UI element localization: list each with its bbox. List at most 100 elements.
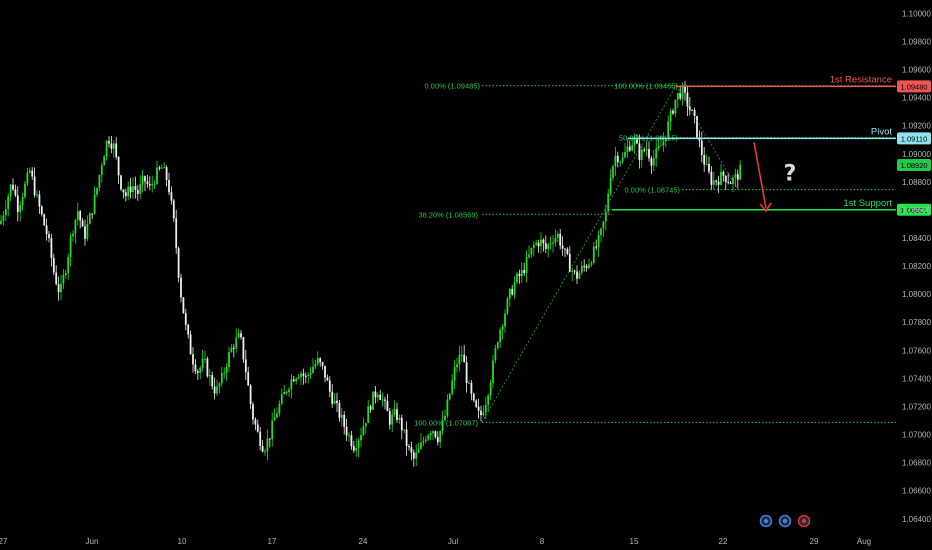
candle [494,344,497,364]
candle-body [604,211,607,222]
candle [441,410,444,436]
candle-body [556,233,559,238]
candle [244,349,247,381]
candle [628,140,631,152]
candle [703,147,706,172]
candle [631,138,634,152]
candle-body [9,184,12,197]
candle [446,394,449,419]
candle [624,142,626,159]
candle-body [408,446,410,448]
candle [36,189,38,198]
candle [405,421,408,456]
candle-body [616,155,619,163]
economic-event-icon[interactable] [778,514,792,528]
economic-event-icon[interactable] [797,514,811,528]
candle [597,230,600,257]
candle-body [715,180,718,182]
candle [7,193,10,217]
candle [465,356,468,393]
candle-body [336,400,338,403]
candle-body [194,364,197,372]
candle [357,437,360,458]
candle-body [592,246,595,263]
candle-body [2,215,5,221]
candle-body [403,429,406,431]
candle [501,324,504,340]
candle-body [108,140,110,144]
candle [612,164,614,182]
candle-body [456,364,458,368]
candle [379,389,382,401]
fib-lines: 0.00% (1.09485) 100.00% (1.09485)50.00% (… [414,82,896,427]
candle-body [585,266,588,268]
candle [736,169,739,189]
candle [636,134,638,145]
candle [350,430,353,450]
candle-body [40,206,43,215]
candle-body [415,452,418,459]
current-price-tag-text: 1.08920 [900,161,927,170]
candle-body [676,93,679,100]
candle [93,186,96,215]
candle-body [242,337,245,360]
candle-body [472,393,475,401]
candle [669,108,672,131]
candle [338,399,341,422]
candle-body [67,256,70,274]
candle-body [523,270,526,274]
candle-body [139,184,142,194]
candle [230,344,233,353]
candle [31,167,34,180]
candle [676,92,679,109]
candle [388,407,391,430]
candle-body [655,148,658,159]
candle-body [192,354,194,365]
candle-body [297,377,300,379]
candle-body [650,158,653,166]
event-icon-dot [801,518,807,524]
candle-body [124,192,127,197]
candle-body [189,334,192,355]
candle [134,176,137,199]
candle-body [722,171,725,176]
candle [292,375,295,382]
candle-body [213,386,216,394]
candle-body [295,378,298,382]
candle-body [568,254,571,272]
candle-body [700,140,703,155]
candle-body [312,366,314,373]
candle-body [376,394,379,398]
candle [194,359,197,374]
candle [158,165,161,171]
candle-body [540,239,542,247]
candle [216,379,218,397]
candle [271,412,274,447]
resistance-price-tag-text: 1.09480 [900,82,927,91]
candle [561,236,564,256]
candle [302,368,305,385]
candle [276,407,278,419]
candle [280,388,283,406]
candle-body [52,257,55,273]
candle-body [43,214,46,226]
x-tick-label: 27 [0,537,8,546]
candle [640,145,643,168]
candle-body [228,351,230,368]
candle [2,210,5,226]
candle-body [31,170,34,177]
candle [144,175,146,192]
candle-body [26,172,29,184]
y-axis: 1.10000 1.09800 1.09600 1.09400 1.09200 1.090… [902,9,931,523]
economic-event-icon[interactable] [759,514,773,528]
candle [208,369,211,386]
candle [384,396,386,410]
candle [165,165,168,187]
candle [432,430,434,441]
candle-body [316,358,319,365]
candle [614,146,617,176]
candle [88,211,91,225]
candle [609,169,612,196]
candle-body [367,406,370,423]
